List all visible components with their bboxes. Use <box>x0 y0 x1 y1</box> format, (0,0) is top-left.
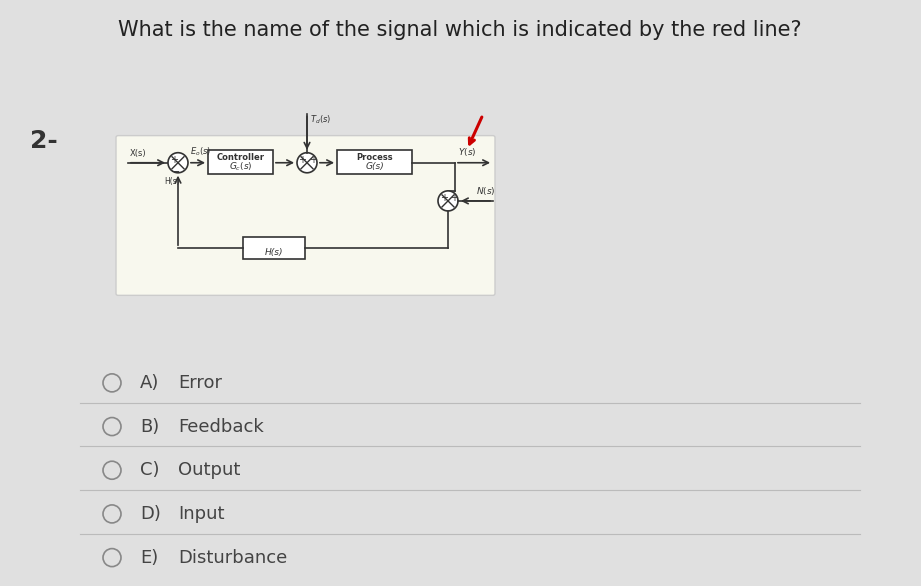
Text: H(s): H(s) <box>264 248 284 257</box>
Circle shape <box>297 153 317 173</box>
Text: C): C) <box>140 461 159 479</box>
Text: Controller: Controller <box>216 153 264 162</box>
Text: +: + <box>440 193 448 203</box>
Circle shape <box>168 153 188 173</box>
Text: +: + <box>309 155 317 165</box>
Text: H(s): H(s) <box>164 177 180 186</box>
Text: D): D) <box>140 505 161 523</box>
Text: +: + <box>450 193 458 203</box>
Text: X(s): X(s) <box>130 149 146 158</box>
FancyBboxPatch shape <box>243 237 305 259</box>
Text: A): A) <box>140 374 159 392</box>
Text: Output: Output <box>178 461 240 479</box>
Text: $N(s)$: $N(s)$ <box>476 185 495 197</box>
Text: $Y(s)$: $Y(s)$ <box>458 146 476 158</box>
Text: Process: Process <box>356 153 393 162</box>
Text: +: + <box>170 155 178 165</box>
Text: Disturbance: Disturbance <box>178 548 287 567</box>
FancyBboxPatch shape <box>337 149 412 174</box>
Text: Input: Input <box>178 505 225 523</box>
Text: G(s): G(s) <box>365 162 384 171</box>
Circle shape <box>438 191 458 211</box>
Text: Error: Error <box>178 374 222 392</box>
Text: $G_c(s)$: $G_c(s)$ <box>228 161 252 173</box>
Text: $E_o(s)$: $E_o(s)$ <box>190 145 211 158</box>
Text: −: − <box>171 167 181 177</box>
Text: What is the name of the signal which is indicated by the red line?: What is the name of the signal which is … <box>118 20 802 40</box>
FancyBboxPatch shape <box>208 149 273 174</box>
Text: 2-: 2- <box>30 129 58 152</box>
FancyBboxPatch shape <box>116 135 495 295</box>
Text: +: + <box>298 155 306 165</box>
Text: E): E) <box>140 548 158 567</box>
Text: $T_d(s)$: $T_d(s)$ <box>310 114 332 126</box>
Text: B): B) <box>140 418 159 435</box>
Text: Feedback: Feedback <box>178 418 263 435</box>
